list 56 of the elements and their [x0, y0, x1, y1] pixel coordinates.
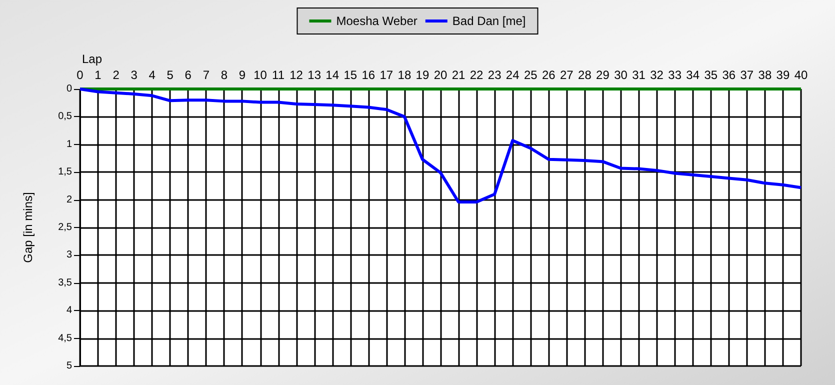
x-tick-label: 7	[202, 68, 210, 82]
y-tick-label: 2,5	[58, 222, 72, 233]
y-tick-label: 0,5	[58, 111, 72, 122]
y-tick-label: 1	[66, 138, 72, 150]
x-tick-label: 29	[596, 68, 610, 82]
x-tick-label: 30	[614, 68, 628, 82]
y-axis-title: Gap [in mins]	[21, 192, 35, 263]
x-tick-label: 33	[668, 68, 682, 82]
x-tick-label: 19	[416, 68, 430, 82]
x-tick-label: 31	[632, 68, 646, 82]
x-tick-label: 14	[326, 68, 340, 82]
x-tick-label: 24	[506, 68, 520, 82]
x-tick-label: 10	[254, 68, 268, 82]
x-tick-label: 25	[524, 68, 538, 82]
x-tick-label: 1	[94, 68, 102, 82]
legend-label: Moesha Weber	[336, 14, 418, 28]
x-tick-label: 16	[362, 68, 376, 82]
x-tick-label: 32	[650, 68, 664, 82]
y-tick-label: 0	[66, 84, 72, 94]
x-tick-label: 35	[704, 68, 718, 82]
x-tick-label: 13	[308, 68, 322, 82]
x-tick-label: 26	[542, 68, 556, 82]
y-tick-label: 3,5	[58, 277, 72, 288]
x-tick-label: 9	[238, 68, 246, 82]
x-tick-label: 11	[272, 68, 285, 82]
y-tick-label: 1,5	[58, 166, 72, 178]
x-axis-title: Lap	[82, 52, 102, 66]
y-tick-label: 4	[66, 305, 72, 316]
x-tick-label: 28	[578, 68, 592, 82]
y-tick-label: 4,5	[58, 332, 72, 344]
x-tick-label: 39	[776, 68, 790, 82]
x-tick-label: 5	[166, 68, 174, 82]
x-tick-label: 40	[794, 68, 808, 82]
x-tick-label: 23	[488, 68, 502, 82]
x-tick-label: 8	[220, 68, 228, 82]
x-tick-label: 34	[686, 68, 700, 82]
x-tick-label: 38	[758, 68, 772, 82]
x-tick-label: 4	[148, 68, 156, 82]
y-tick-label: 2	[66, 194, 72, 206]
x-tick-label: 22	[470, 68, 484, 82]
x-tick-label: 18	[398, 68, 412, 82]
x-tick-label: 2	[112, 68, 120, 82]
x-tick-label: 37	[740, 68, 754, 82]
y-tick-label: 5	[66, 360, 72, 372]
legend-label: Bad Dan [me]	[452, 14, 526, 28]
x-tick-label: 20	[434, 68, 448, 82]
x-tick-label: 6	[184, 68, 192, 82]
x-tick-label: 12	[290, 68, 304, 82]
y-tick-label: 3	[66, 250, 72, 261]
x-tick-label: 3	[130, 68, 138, 82]
x-tick-label: 36	[722, 68, 736, 82]
x-tick-label: 27	[560, 68, 574, 82]
x-tick-label: 21	[452, 68, 466, 82]
x-tick-label: 17	[380, 68, 394, 82]
x-tick-label: 15	[344, 68, 358, 82]
x-tick-label: 0	[76, 68, 84, 82]
